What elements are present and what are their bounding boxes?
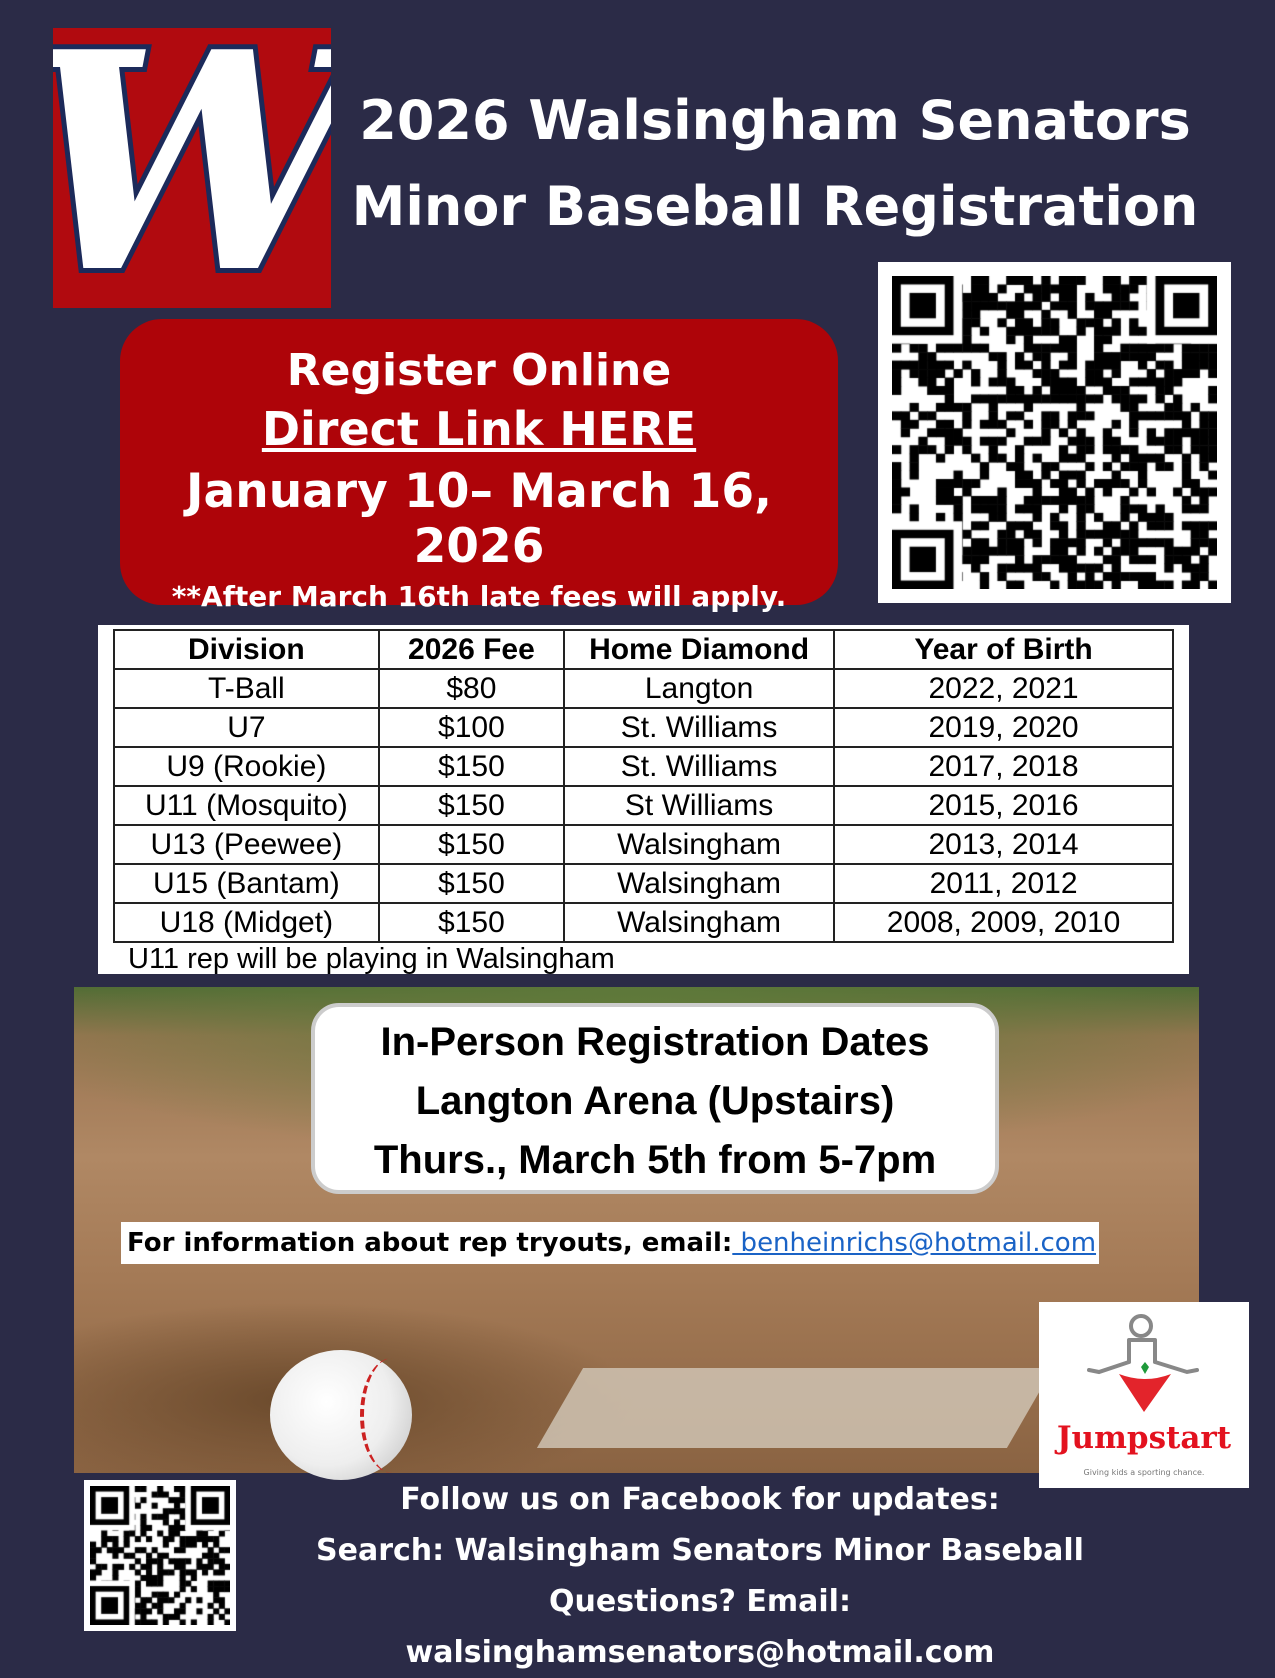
home-plate: [536, 1368, 1054, 1448]
jumpstart-tagline: Giving kids a sporting chance.: [1083, 1468, 1205, 1477]
table-cell: 2011, 2012: [833, 863, 1174, 904]
info-text: For information about rep tryouts, email…: [127, 1228, 733, 1258]
senators-logo: W: [19, 0, 395, 344]
jumpstart-figure-icon: [1087, 1314, 1199, 1412]
table-row: U15 (Bantam) $150 Walsingham 2011, 2012: [113, 863, 1174, 904]
column-header: Division: [113, 629, 380, 670]
facebook-search: Search: Walsingham Senators Minor Baseba…: [316, 1533, 1084, 1568]
table-cell: U13 (Peewee): [113, 824, 380, 865]
inperson-date: Thurs., March 5th from 5-7pm: [373, 1138, 937, 1182]
table-cell: Walsingham: [563, 902, 836, 943]
register-heading: Register Online: [286, 345, 672, 396]
register-online-box: Register Online Direct Link HERE January…: [120, 319, 838, 613]
registration-dates: January 10– March 16, 2026: [186, 464, 772, 574]
table-cell: Langton: [563, 668, 836, 709]
tryouts-email-link[interactable]: benheinrichs@hotmail.com: [732, 1228, 1097, 1258]
late-fee-note: **After March 16th late fees will apply.: [171, 580, 787, 613]
jumpstart-logo: Jumpstart Giving kids a sporting chance.: [1039, 1302, 1249, 1488]
table-cell: St. Williams: [563, 707, 836, 748]
baseball: [270, 1350, 412, 1480]
inperson-heading: In-Person Registration Dates: [380, 1020, 930, 1064]
inperson-location: Langton Arena (Upstairs): [415, 1079, 895, 1123]
table-cell: Walsingham: [563, 863, 836, 904]
direct-link[interactable]: Direct Link HERE: [261, 402, 697, 456]
table-cell: U11 (Mosquito): [113, 785, 380, 826]
table-cell: St Williams: [563, 785, 836, 826]
table-cell: U18 (Midget): [113, 902, 380, 943]
column-header: Year of Birth: [833, 629, 1174, 670]
table-row: U18 (Midget) $150 Walsingham 2008, 2009, 20…: [113, 902, 1174, 943]
questions-email[interactable]: Questions? Email: walsinghamsenators@hot…: [405, 1584, 995, 1670]
column-header: Home Diamond: [563, 629, 836, 670]
title-line-2: Minor Baseball Registration: [351, 175, 1199, 238]
table-row: U7 $100 St. Williams 2019, 2020: [113, 707, 1174, 748]
table-cell: $150: [377, 746, 566, 787]
table-row: U13 (Peewee) $150 Walsingham 2013, 2014: [113, 824, 1174, 865]
facebook-follow: Follow us on Facebook for updates:: [400, 1482, 1000, 1517]
fee-table-panel: Division 2026 Fee Home Diamond Year of Birt…: [98, 625, 1189, 974]
jumpstart-name: Jumpstart: [1056, 1420, 1232, 1456]
table-cell: $80: [377, 668, 566, 709]
page-title: 2026 Walsingham Senators Minor Baseball …: [340, 78, 1210, 250]
footer: Follow us on Facebook for updates: Searc…: [250, 1474, 1150, 1678]
table-cell: T-Ball: [113, 668, 380, 709]
table-cell: U9 (Rookie): [113, 746, 380, 787]
table-cell: U15 (Bantam): [113, 863, 380, 904]
table-header-row: Division 2026 Fee Home Diamond Year of Birt…: [113, 629, 1174, 670]
table-row: U11 (Mosquito) $150 St Williams 2015, 2016: [113, 785, 1174, 826]
table-row: U9 (Rookie) $150 St. Williams 2017, 2018: [113, 746, 1174, 787]
table-cell: Walsingham: [563, 824, 836, 865]
table-cell: St. Williams: [563, 746, 836, 787]
table-cell: $150: [377, 824, 566, 865]
table-cell: $100: [377, 707, 566, 748]
table-cell: $150: [377, 902, 566, 943]
in-person-registration-box: In-Person Registration Dates Langton Are…: [311, 1003, 999, 1194]
table-cell: 2013, 2014: [833, 824, 1174, 865]
table-note: U11 rep will be playing in Walsingham: [128, 945, 615, 974]
facebook-qr-code[interactable]: [84, 1480, 236, 1631]
table-cell: U7: [113, 707, 380, 748]
fee-table: Division 2026 Fee Home Diamond Year of Birt…: [113, 629, 1174, 943]
table-cell: 2015, 2016: [833, 785, 1174, 826]
rep-tryouts-info: For information about rep tryouts, email…: [121, 1222, 1099, 1264]
table-cell: $150: [377, 785, 566, 826]
table-cell: 2019, 2020: [833, 707, 1174, 748]
registration-qr-code[interactable]: [878, 262, 1231, 603]
table-cell: 2008, 2009, 2010: [833, 902, 1174, 943]
table-row: T-Ball $80 Langton 2022, 2021: [113, 668, 1174, 709]
title-line-1: 2026 Walsingham Senators: [359, 89, 1191, 152]
table-cell: 2017, 2018: [833, 746, 1174, 787]
table-cell: 2022, 2021: [833, 668, 1174, 709]
table-cell: $150: [377, 863, 566, 904]
column-header: 2026 Fee: [377, 629, 566, 670]
svg-text:W: W: [53, 28, 331, 308]
